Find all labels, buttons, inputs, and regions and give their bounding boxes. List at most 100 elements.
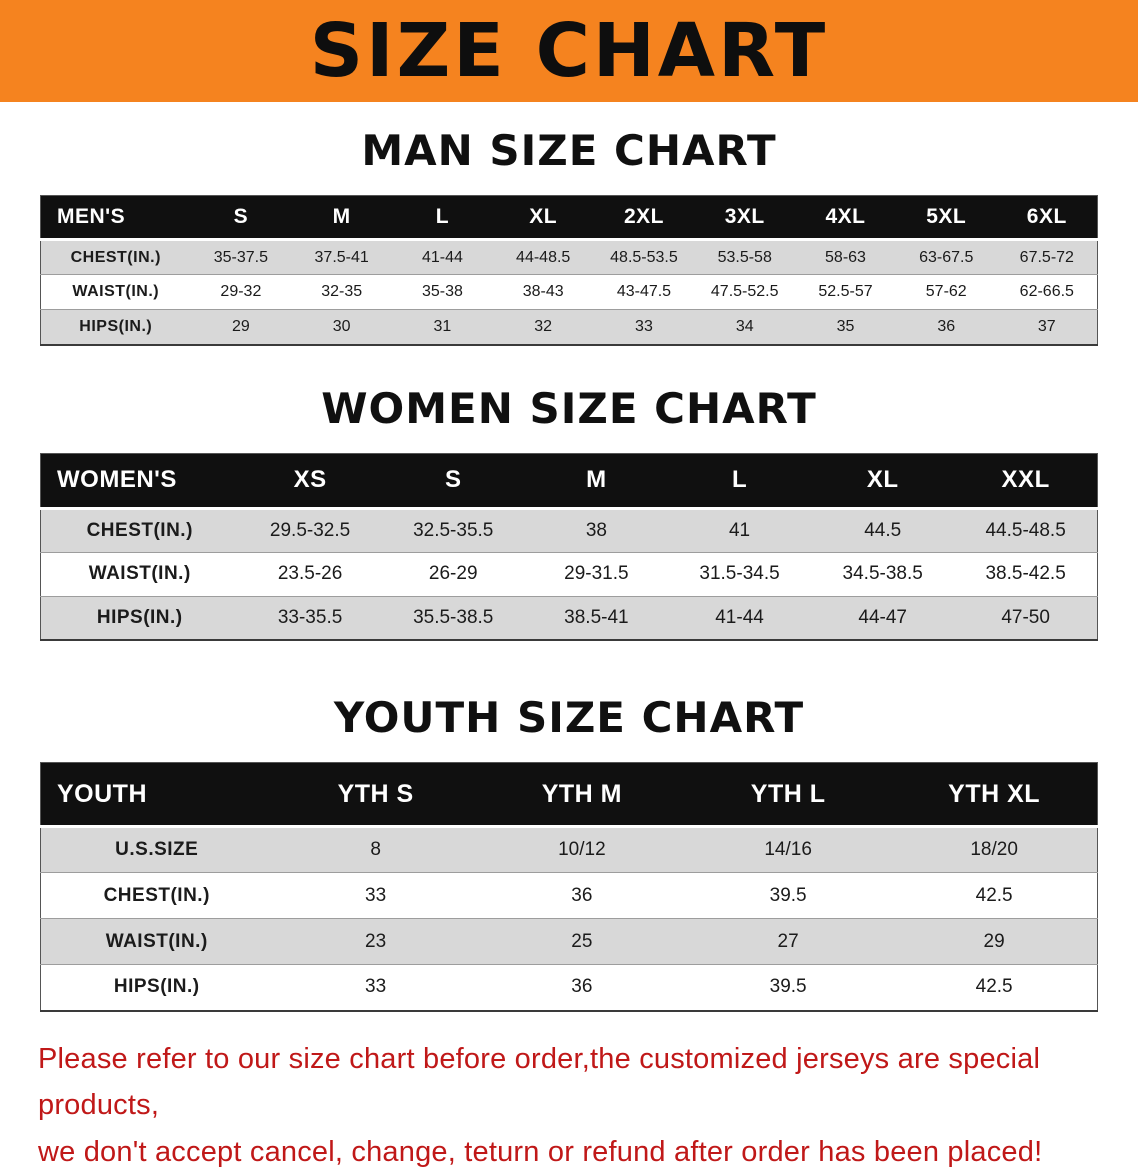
value-cell: 10/12 <box>479 827 685 873</box>
size-header-cell: 3XL <box>694 196 795 240</box>
row-label-cell: CHEST(IN.) <box>41 240 191 275</box>
value-cell: 37.5-41 <box>291 240 392 275</box>
size-header-cell: XL <box>811 453 954 508</box>
value-cell: 57-62 <box>896 275 997 310</box>
value-cell: 47-50 <box>954 596 1097 640</box>
value-cell: 41-44 <box>392 240 493 275</box>
table-title-cell: YOUTH <box>41 763 273 827</box>
value-cell: 23 <box>273 919 479 965</box>
value-cell: 43-47.5 <box>594 275 695 310</box>
value-cell: 44-48.5 <box>493 240 594 275</box>
youth-section-heading: YOUTH SIZE CHART <box>0 693 1138 742</box>
value-cell: 29-31.5 <box>525 552 668 596</box>
value-cell: 35 <box>795 310 896 345</box>
value-cell: 35.5-38.5 <box>382 596 525 640</box>
value-cell: 32 <box>493 310 594 345</box>
value-cell: 42.5 <box>891 965 1097 1011</box>
row-label-cell: WAIST(IN.) <box>41 275 191 310</box>
value-cell: 29 <box>191 310 292 345</box>
size-header-cell: 5XL <box>896 196 997 240</box>
value-cell: 53.5-58 <box>694 240 795 275</box>
table-title-cell: WOMEN'S <box>41 453 239 508</box>
women-section-heading: WOMEN SIZE CHART <box>0 384 1138 433</box>
size-header-cell: S <box>382 453 525 508</box>
row-label-cell: HIPS(IN.) <box>41 965 273 1011</box>
value-cell: 8 <box>273 827 479 873</box>
value-cell: 44.5 <box>811 508 954 552</box>
value-cell: 38-43 <box>493 275 594 310</box>
value-cell: 39.5 <box>685 965 891 1011</box>
value-cell: 38.5-42.5 <box>954 552 1097 596</box>
row-label-cell: WAIST(IN.) <box>41 919 273 965</box>
value-cell: 36 <box>479 965 685 1011</box>
value-cell: 33-35.5 <box>239 596 382 640</box>
size-header-cell: 6XL <box>997 196 1098 240</box>
row-label-cell: HIPS(IN.) <box>41 310 191 345</box>
value-cell: 33 <box>273 873 479 919</box>
size-header-cell: M <box>525 453 668 508</box>
value-cell: 32.5-35.5 <box>382 508 525 552</box>
value-cell: 67.5-72 <box>997 240 1098 275</box>
row-label-cell: CHEST(IN.) <box>41 873 273 919</box>
value-cell: 35-38 <box>392 275 493 310</box>
value-cell: 32-35 <box>291 275 392 310</box>
banner: SIZE CHART <box>0 0 1138 102</box>
size-header-cell: L <box>392 196 493 240</box>
men-section-heading: MAN SIZE CHART <box>0 126 1138 175</box>
size-header-cell: M <box>291 196 392 240</box>
value-cell: 48.5-53.5 <box>594 240 695 275</box>
row-label-cell: U.S.SIZE <box>41 827 273 873</box>
disclaimer-line-2: we don't accept cancel, change, teturn o… <box>38 1129 1100 1176</box>
value-cell: 26-29 <box>382 552 525 596</box>
size-header-cell: XS <box>239 453 382 508</box>
value-cell: 37 <box>997 310 1098 345</box>
row-label-cell: HIPS(IN.) <box>41 596 239 640</box>
value-cell: 44-47 <box>811 596 954 640</box>
disclaimer-note: Please refer to our size chart before or… <box>0 1012 1138 1176</box>
value-cell: 29.5-32.5 <box>239 508 382 552</box>
table-title-cell: MEN'S <box>41 196 191 240</box>
size-header-cell: XL <box>493 196 594 240</box>
value-cell: 42.5 <box>891 873 1097 919</box>
value-cell: 44.5-48.5 <box>954 508 1097 552</box>
value-cell: 31 <box>392 310 493 345</box>
size-header-cell: XXL <box>954 453 1097 508</box>
value-cell: 36 <box>896 310 997 345</box>
size-header-cell: 4XL <box>795 196 896 240</box>
size-header-cell: S <box>191 196 292 240</box>
value-cell: 29-32 <box>191 275 292 310</box>
disclaimer-line-1: Please refer to our size chart before or… <box>38 1036 1100 1130</box>
value-cell: 14/16 <box>685 827 891 873</box>
value-cell: 23.5-26 <box>239 552 382 596</box>
row-label-cell: CHEST(IN.) <box>41 508 239 552</box>
value-cell: 39.5 <box>685 873 891 919</box>
value-cell: 52.5-57 <box>795 275 896 310</box>
value-cell: 30 <box>291 310 392 345</box>
value-cell: 33 <box>594 310 695 345</box>
size-header-cell: YTH M <box>479 763 685 827</box>
size-header-cell: L <box>668 453 811 508</box>
size-header-cell: YTH S <box>273 763 479 827</box>
row-label-cell: WAIST(IN.) <box>41 552 239 596</box>
value-cell: 25 <box>479 919 685 965</box>
value-cell: 38 <box>525 508 668 552</box>
value-cell: 27 <box>685 919 891 965</box>
value-cell: 31.5-34.5 <box>668 552 811 596</box>
